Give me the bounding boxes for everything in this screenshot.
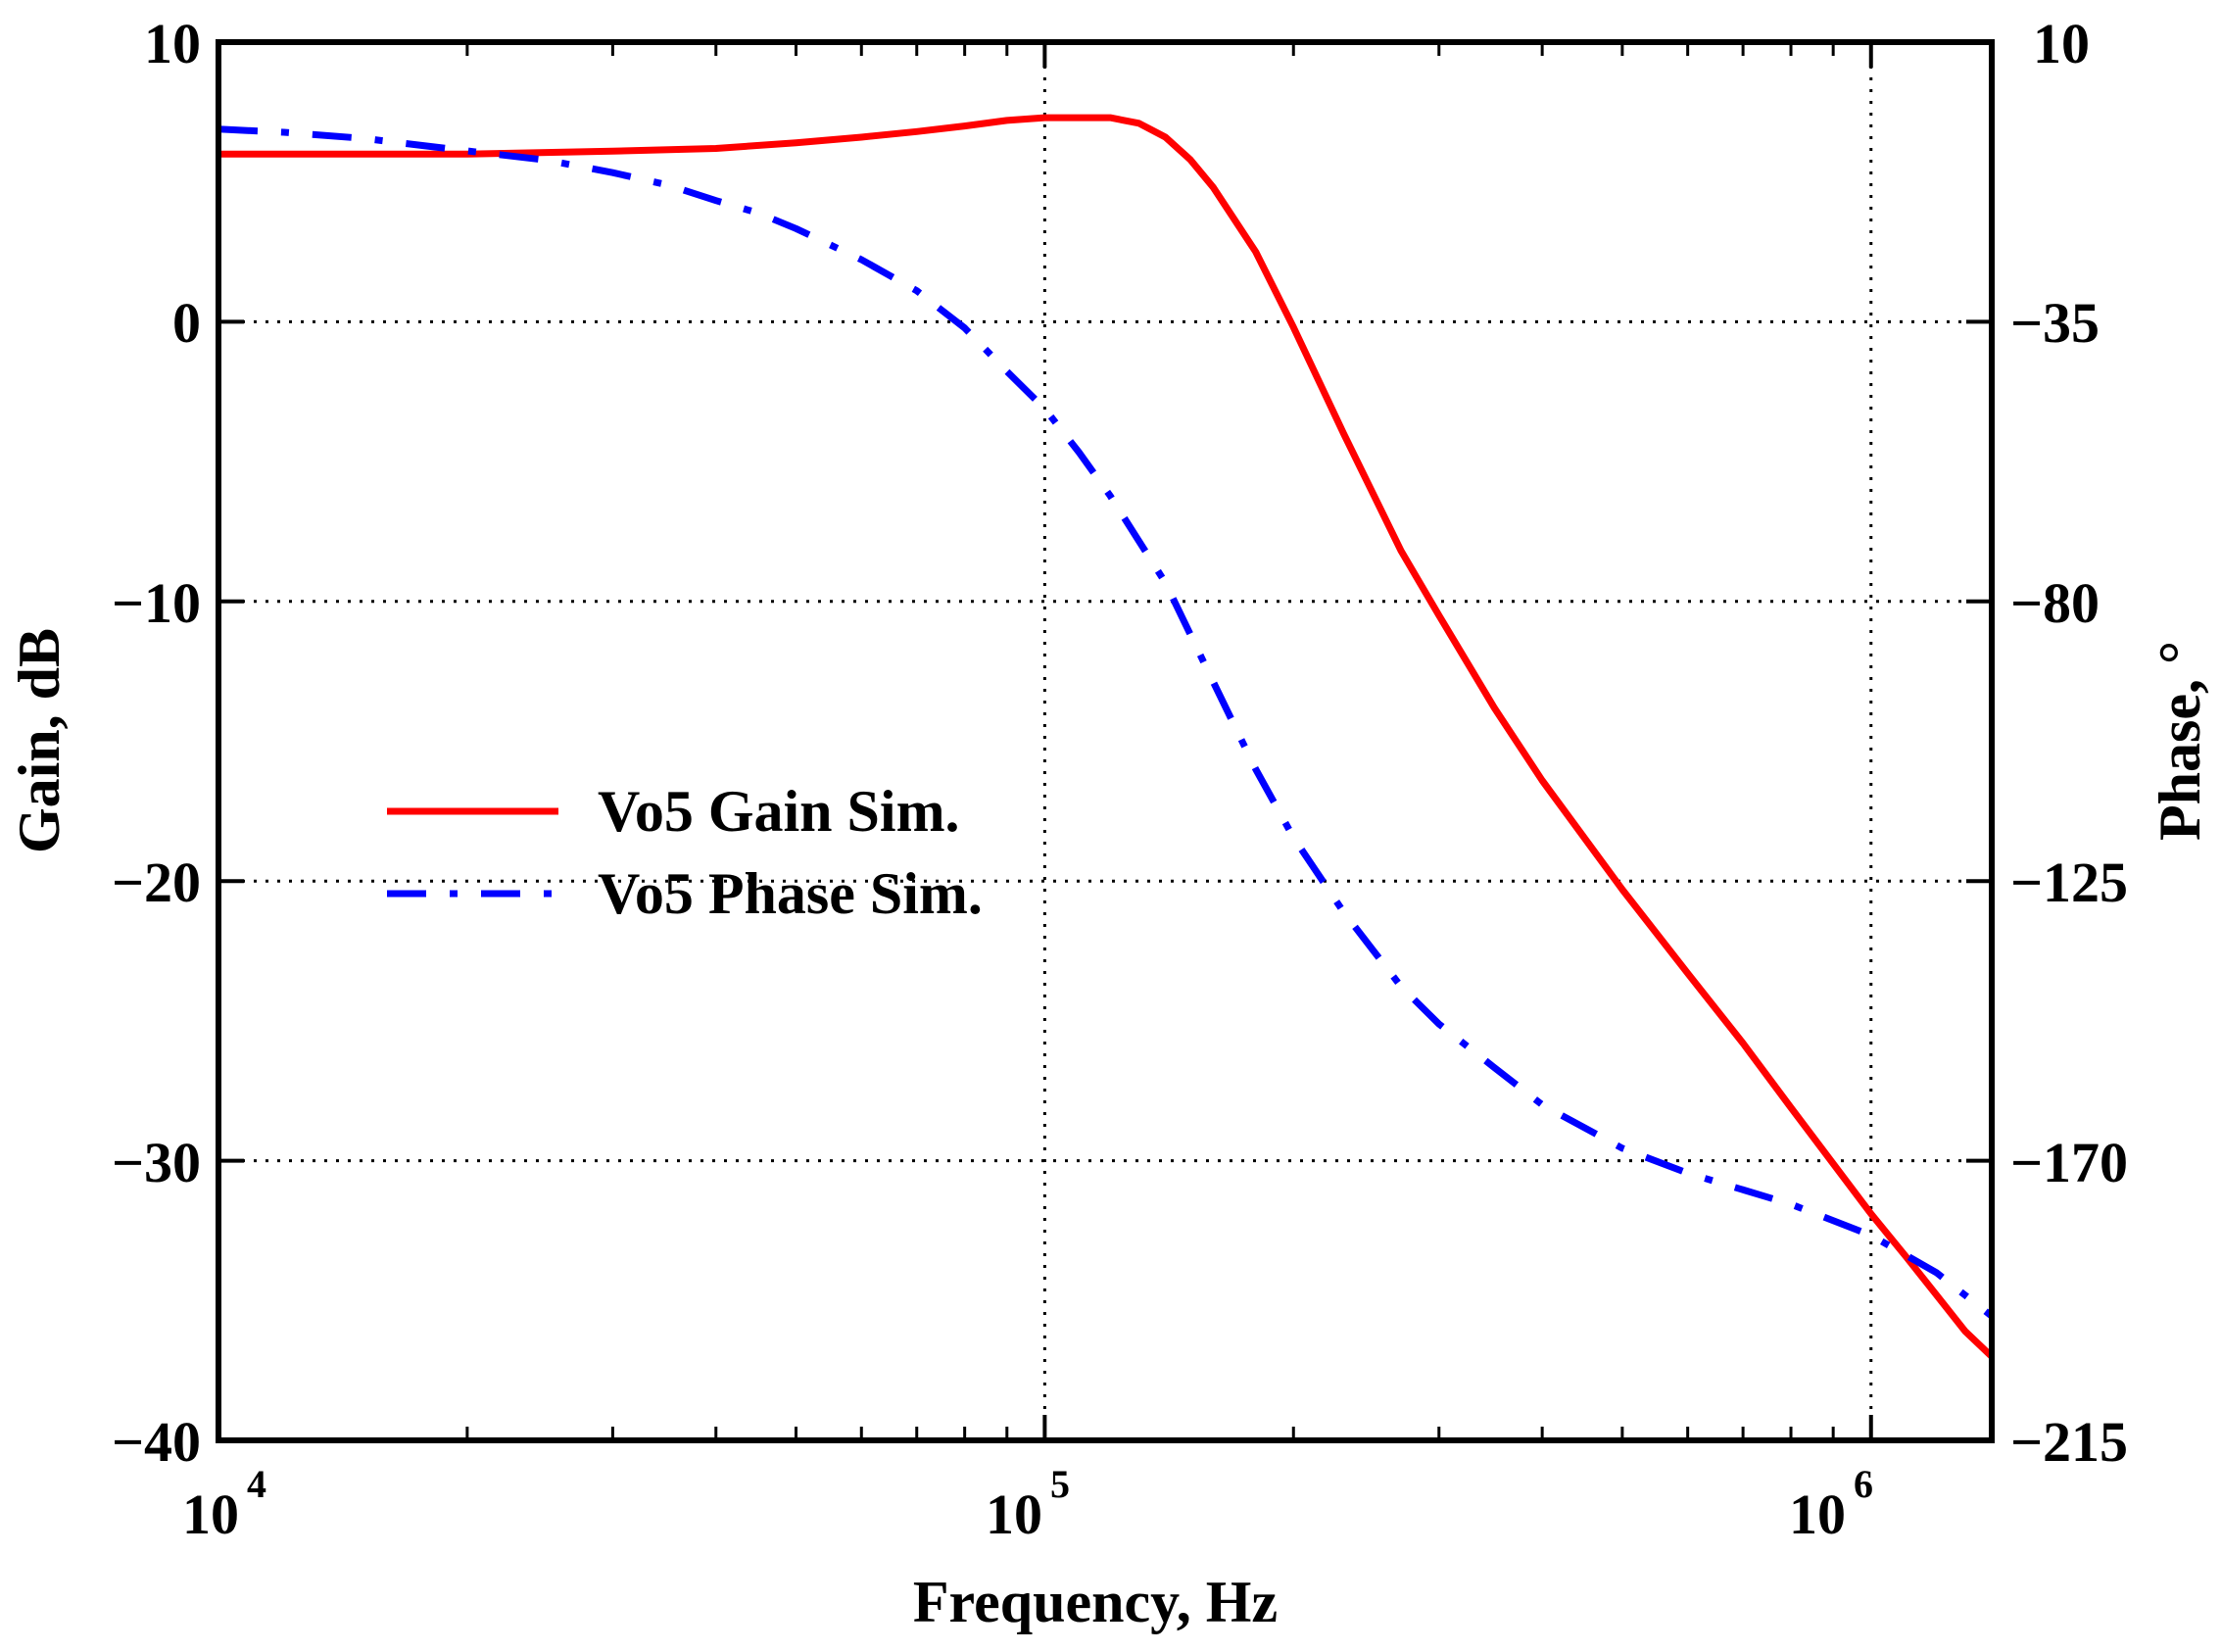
right-tick-label: −80	[2010, 571, 2100, 635]
left-tick-label: 0	[172, 291, 201, 355]
x-tick-label: 10 6	[1789, 1462, 1873, 1546]
right-tick-label: −170	[2010, 1131, 2128, 1194]
x-tick-base: 10	[182, 1482, 239, 1546]
major-ticks	[217, 40, 1992, 1442]
plot-frame	[216, 39, 1995, 1443]
right-tick-label: −35	[2010, 291, 2100, 355]
left-tick-label: −30	[112, 1131, 201, 1194]
right-tick-label: 10	[2033, 12, 2090, 75]
legend-label-gain: Vo5 Gain Sim.	[598, 779, 960, 844]
left-tick-label: −10	[112, 571, 201, 635]
right-tick-labels: 10 −35 −80 −125 −170 −215	[2010, 12, 2128, 1474]
grid	[218, 42, 1992, 1440]
right-axis-label: Phase, °	[2148, 641, 2212, 841]
series-layer	[217, 114, 1995, 1359]
x-axis-label: Frequency, Hz	[913, 1570, 1278, 1634]
x-tick-base: 10	[1789, 1482, 1846, 1546]
series-phase-line	[217, 125, 1995, 1319]
x-tick-exponent: 5	[1050, 1462, 1070, 1506]
right-tick-label: −215	[2010, 1410, 2128, 1474]
legend-label-phase: Vo5 Phase Sim.	[598, 861, 983, 926]
left-tick-label: −20	[112, 850, 201, 914]
x-tick-labels: 10 4 10 5 10 6	[182, 1462, 1873, 1546]
left-tick-label: −40	[112, 1410, 201, 1474]
left-axis-label: Gain, dB	[7, 628, 72, 853]
legend: Vo5 Gain Sim. Vo5 Phase Sim.	[387, 779, 983, 926]
left-tick-labels: 10 0 −10 −20 −30 −40	[112, 12, 201, 1474]
left-tick-label: 10	[144, 12, 201, 75]
series-gain-line	[218, 114, 1995, 1359]
right-tick-label: −125	[2010, 850, 2128, 914]
x-tick-exponent: 6	[1854, 1462, 1873, 1506]
x-tick-label: 10 4	[182, 1462, 266, 1546]
x-tick-label: 10 5	[986, 1462, 1070, 1546]
minor-ticks	[465, 42, 1835, 1440]
x-tick-base: 10	[986, 1482, 1042, 1546]
x-tick-exponent: 4	[247, 1462, 266, 1506]
